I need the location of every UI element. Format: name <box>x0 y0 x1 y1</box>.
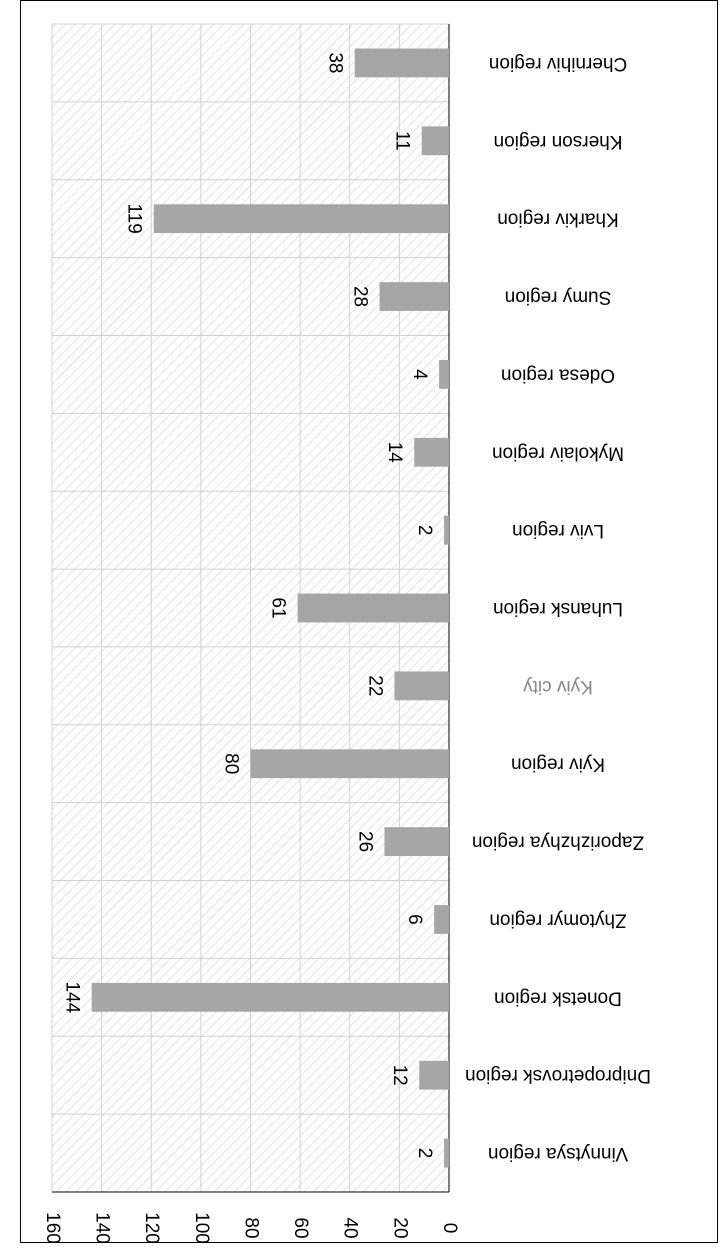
bar <box>153 204 449 234</box>
bar <box>379 282 449 311</box>
bar <box>297 593 449 623</box>
data-label: 80 <box>220 753 241 774</box>
data-label: 6 <box>404 914 425 925</box>
category-label: Vinnytsya region <box>488 1143 628 1164</box>
data-label: 28 <box>350 286 371 307</box>
category-label: Luhansk region <box>493 598 623 619</box>
category-label: Chernihiv region <box>489 53 627 74</box>
data-label: 22 <box>364 675 385 696</box>
value-tick-label: 40 <box>340 1217 361 1238</box>
category-label: Odesa region <box>501 364 615 385</box>
bar <box>439 359 449 389</box>
value-tick-label: 60 <box>290 1217 311 1238</box>
category-label: Lviv region <box>512 520 604 541</box>
category-label: Mykolaiv region <box>492 442 624 463</box>
data-label: 119 <box>124 204 145 234</box>
data-label: 14 <box>384 442 405 464</box>
category-label: Donetsk region <box>494 987 622 1008</box>
category-label: Kyiv city <box>523 676 593 697</box>
category-label: Dnipropetrovsk region <box>465 1065 651 1086</box>
category-label: Kherson region <box>494 131 623 152</box>
value-tick-label: 140 <box>92 1212 113 1244</box>
bar <box>434 905 449 934</box>
bar <box>444 1138 449 1168</box>
category-label: Zaporizhzhya region <box>472 832 644 853</box>
category-label: Kyiv region <box>511 754 605 775</box>
chart-frame <box>20 0 718 1243</box>
bar <box>91 982 449 1012</box>
value-tick-label: 0 <box>439 1223 460 1234</box>
bar <box>414 437 449 467</box>
bar <box>444 515 449 545</box>
bar <box>354 48 449 78</box>
data-label: 11 <box>392 131 413 151</box>
bar <box>250 749 449 779</box>
data-label: 26 <box>354 831 375 852</box>
bar <box>394 671 449 701</box>
data-label: 38 <box>325 52 346 73</box>
value-tick-label: 160 <box>42 1212 63 1244</box>
data-label: 61 <box>268 597 289 618</box>
data-label: 2 <box>414 1148 435 1159</box>
category-label: Kharkiv region <box>497 209 618 230</box>
category-label: Sumy region <box>505 287 612 308</box>
value-tick-label: 120 <box>141 1212 162 1244</box>
data-label: 144 <box>62 981 83 1013</box>
value-tick-label: 100 <box>191 1212 212 1244</box>
bar <box>384 827 449 857</box>
data-label: 4 <box>409 369 430 380</box>
value-tick-label: 20 <box>389 1217 410 1238</box>
category-label: Zhytomyr region <box>489 909 626 930</box>
data-label: 2 <box>414 525 435 536</box>
data-label: 12 <box>389 1065 410 1086</box>
bar <box>419 1060 449 1090</box>
bar <box>421 126 449 156</box>
value-tick-label: 80 <box>240 1217 261 1238</box>
